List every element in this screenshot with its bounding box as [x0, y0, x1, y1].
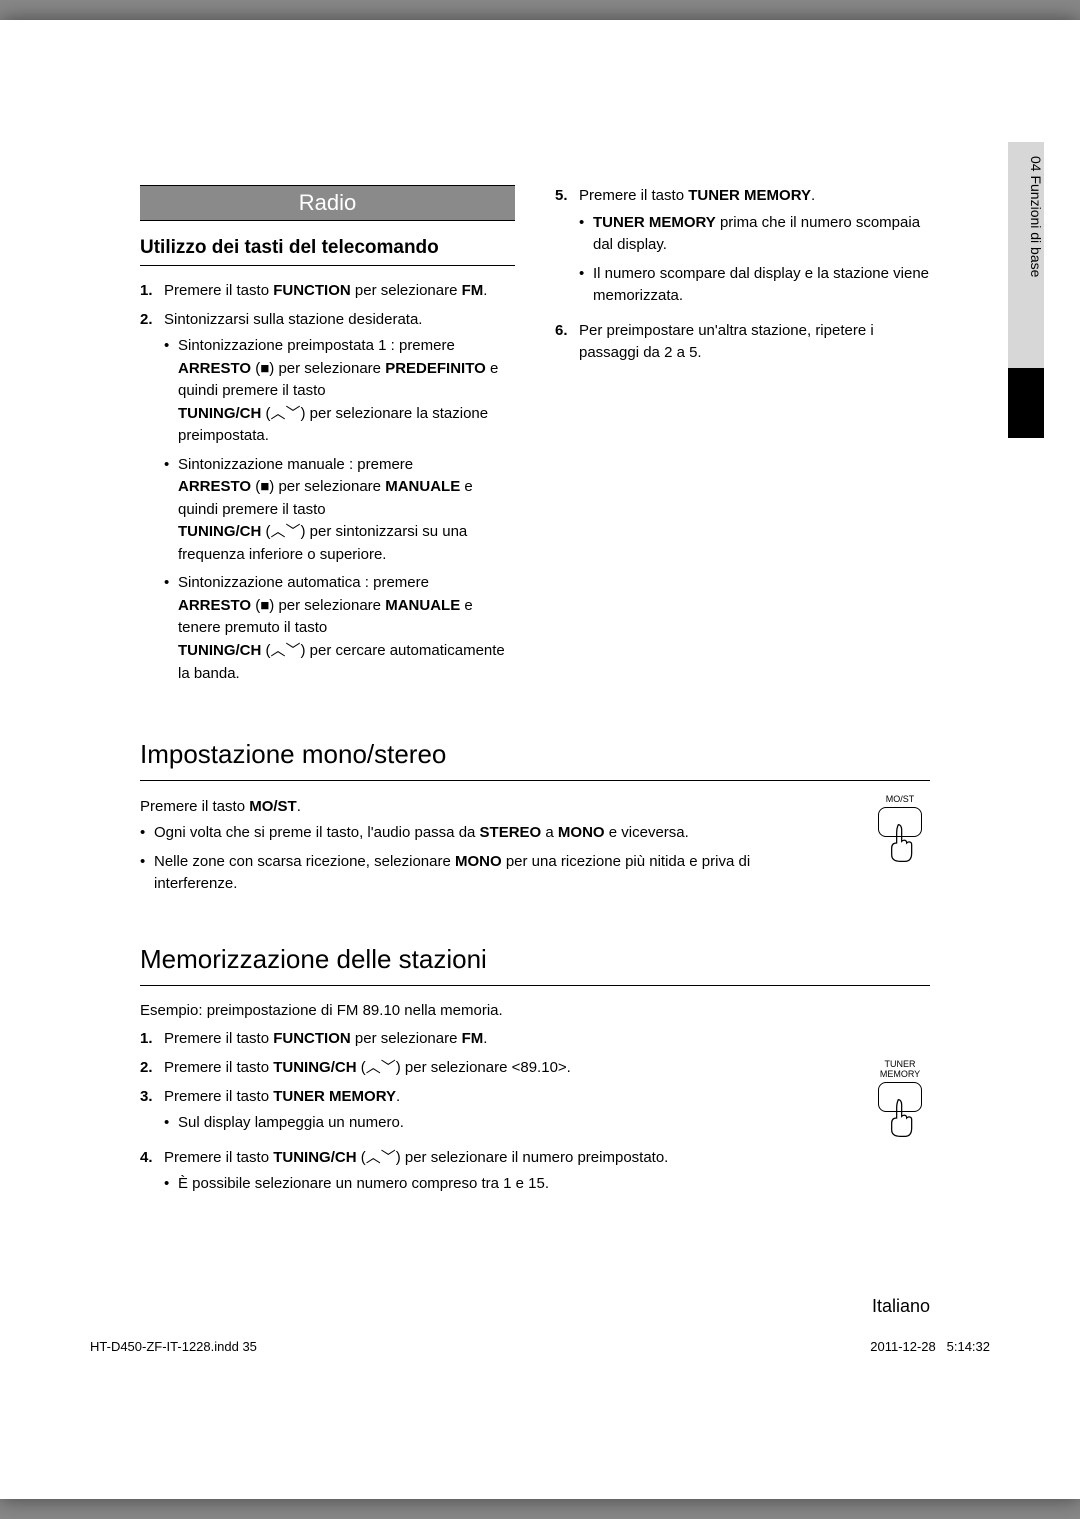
footer-datetime: 2011-12-28 5:14:32: [870, 1339, 990, 1354]
side-tab-active-marker: [1008, 368, 1044, 438]
auto-bullet: Sintonizzazione automatica : premere ARR…: [164, 572, 515, 685]
finger-icon: [883, 823, 917, 863]
rule: [140, 265, 515, 266]
mono-stereo-text: Premere il tasto MO/ST. Ogni volta che s…: [140, 795, 820, 902]
s3-bullet: Sul display lampeggia un numero.: [164, 1112, 840, 1135]
s1: Premere il tasto FUNCTION per selezionar…: [164, 1028, 840, 1051]
finger-icon: [883, 1098, 917, 1138]
step-number: 2.: [140, 309, 164, 692]
s3: Premere il tasto TUNER MEMORY. Sul displ…: [164, 1086, 840, 1141]
step-number: 6.: [555, 320, 579, 365]
page-content: Radio Utilizzo dei tasti del telecomando…: [140, 185, 930, 1208]
tuner-label-2: MEMORY: [880, 1070, 920, 1080]
radio-header: Radio: [140, 185, 515, 221]
most-button-figure: MO/ST: [870, 795, 930, 837]
step-number: 5.: [555, 185, 579, 314]
left-column: Radio Utilizzo dei tasti del telecomando…: [140, 185, 515, 697]
s2: Premere il tasto TUNING/CH (︿﹀) per sele…: [164, 1057, 840, 1080]
rule: [140, 985, 930, 986]
mono-bullet1: Ogni volta che si preme il tasto, l'audi…: [140, 822, 820, 845]
step-number: 1.: [140, 1028, 164, 1051]
step5-bullet2: Il numero scompare dal display e la staz…: [579, 263, 930, 308]
tuner-memory-button-icon: [878, 1082, 922, 1112]
footer-meta: HT-D450-ZF-IT-1228.indd 35 2011-12-28 5:…: [90, 1339, 990, 1354]
remote-subheading: Utilizzo dei tasti del telecomando: [140, 237, 515, 259]
s4: Premere il tasto TUNING/CH (︿﹀) per sele…: [164, 1147, 840, 1202]
manual-bullet: Sintonizzazione manuale : premere ARREST…: [164, 454, 515, 567]
step6-body: Per preimpostare un'altra stazione, ripe…: [579, 320, 930, 365]
footer-language: Italiano: [872, 1296, 930, 1317]
most-label: MO/ST: [886, 795, 915, 805]
step-number: 3.: [140, 1086, 164, 1141]
rule: [140, 780, 930, 781]
footer-file: HT-D450-ZF-IT-1228.indd 35: [90, 1339, 257, 1354]
step2-body: Sintonizzarsi sulla stazione desiderata.…: [164, 309, 515, 692]
mono-bullet2: Nelle zone con scarsa ricezione, selezio…: [140, 851, 820, 896]
s4-bullet: È possibile selezionare un numero compre…: [164, 1173, 840, 1196]
step-number: 4.: [140, 1147, 164, 1202]
station-title: Memorizzazione delle stazioni: [140, 944, 930, 975]
station-intro: Esempio: preimpostazione di FM 89.10 nel…: [140, 1000, 840, 1023]
side-tab: 04 Funzioni di base: [1008, 142, 1044, 502]
step5-bullet1: TUNER MEMORY prima che il numero scompai…: [579, 212, 930, 257]
step1-body: Premere il tasto FUNCTION per selezionar…: [164, 280, 515, 303]
remote-steps: 1. Premere il tasto FUNCTION per selezio…: [140, 280, 515, 691]
station-text: Esempio: preimpostazione di FM 89.10 nel…: [140, 1000, 840, 1208]
preset-bullet: Sintonizzazione preimpostata 1 : premere…: [164, 335, 515, 448]
mono-stereo-title: Impostazione mono/stereo: [140, 739, 930, 770]
manual-page: 04 Funzioni di base Radio Utilizzo dei t…: [0, 20, 1080, 1499]
step-number: 1.: [140, 280, 164, 303]
right-column: 5. Premere il tasto TUNER MEMORY. TUNER …: [555, 185, 930, 697]
step-number: 2.: [140, 1057, 164, 1080]
most-button-icon: [878, 807, 922, 837]
right-steps: 5. Premere il tasto TUNER MEMORY. TUNER …: [555, 185, 930, 365]
step5-body: Premere il tasto TUNER MEMORY. TUNER MEM…: [579, 185, 930, 314]
side-tab-label: 04 Funzioni di base: [1008, 142, 1044, 368]
tuner-memory-figure: TUNER MEMORY: [870, 1060, 930, 1112]
